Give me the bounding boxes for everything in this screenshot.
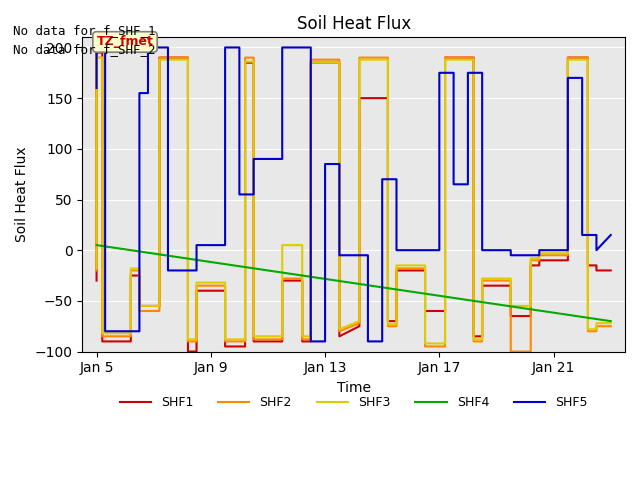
Line: SHF2: SHF2 <box>97 58 611 351</box>
SHF1 <box>93 278 100 284</box>
Title: Soil Heat Flux: Soil Heat Flux <box>296 15 411 33</box>
SHF1 <box>298 278 306 284</box>
SHF1 <box>470 55 477 60</box>
SHF1 <box>99 49 106 55</box>
SHF3 <box>93 55 100 60</box>
SHF2 <box>441 55 449 60</box>
SHF5 <box>607 232 614 238</box>
SHF1 <box>527 313 534 319</box>
SHF5 <box>593 247 600 253</box>
SHF1 <box>93 49 100 55</box>
SHF1 <box>393 267 401 273</box>
Text: No data for f_SHF_2: No data for f_SHF_2 <box>13 43 156 56</box>
SHF5 <box>478 70 486 76</box>
SHF3 <box>607 320 614 326</box>
SHF2 <box>421 344 429 349</box>
Legend: SHF1, SHF2, SHF3, SHF4, SHF5: SHF1, SHF2, SHF3, SHF4, SHF5 <box>115 391 593 414</box>
SHF5 <box>93 85 100 91</box>
SHF2 <box>607 324 614 329</box>
Line: SHF1: SHF1 <box>97 52 611 351</box>
SHF3 <box>278 242 286 248</box>
SHF3 <box>527 303 534 309</box>
X-axis label: Time: Time <box>337 381 371 395</box>
SHF1 <box>184 348 192 354</box>
SHF5 <box>250 156 257 162</box>
Text: TZ_fmet: TZ_fmet <box>97 36 154 48</box>
SHF3 <box>421 340 429 346</box>
SHF5 <box>307 338 315 344</box>
SHF2 <box>278 276 286 281</box>
SHF3 <box>99 55 106 60</box>
SHF5 <box>221 242 229 248</box>
Line: SHF3: SHF3 <box>97 58 611 343</box>
Text: No data for f_SHF_1: No data for f_SHF_1 <box>13 24 156 37</box>
SHF1 <box>607 267 614 273</box>
SHF3 <box>393 321 401 327</box>
SHF5 <box>250 192 257 197</box>
SHF3 <box>441 340 449 346</box>
SHF5 <box>450 181 458 187</box>
SHF2 <box>93 267 100 273</box>
SHF3 <box>93 265 100 271</box>
SHF2 <box>93 55 100 60</box>
SHF2 <box>527 348 534 354</box>
SHF2 <box>507 348 515 354</box>
SHF2 <box>99 55 106 60</box>
SHF2 <box>393 324 401 329</box>
SHF5 <box>93 45 100 50</box>
Line: SHF5: SHF5 <box>97 48 611 341</box>
Y-axis label: Soil Heat Flux: Soil Heat Flux <box>15 146 29 242</box>
SHF1 <box>441 308 449 314</box>
SHF3 <box>470 57 477 62</box>
